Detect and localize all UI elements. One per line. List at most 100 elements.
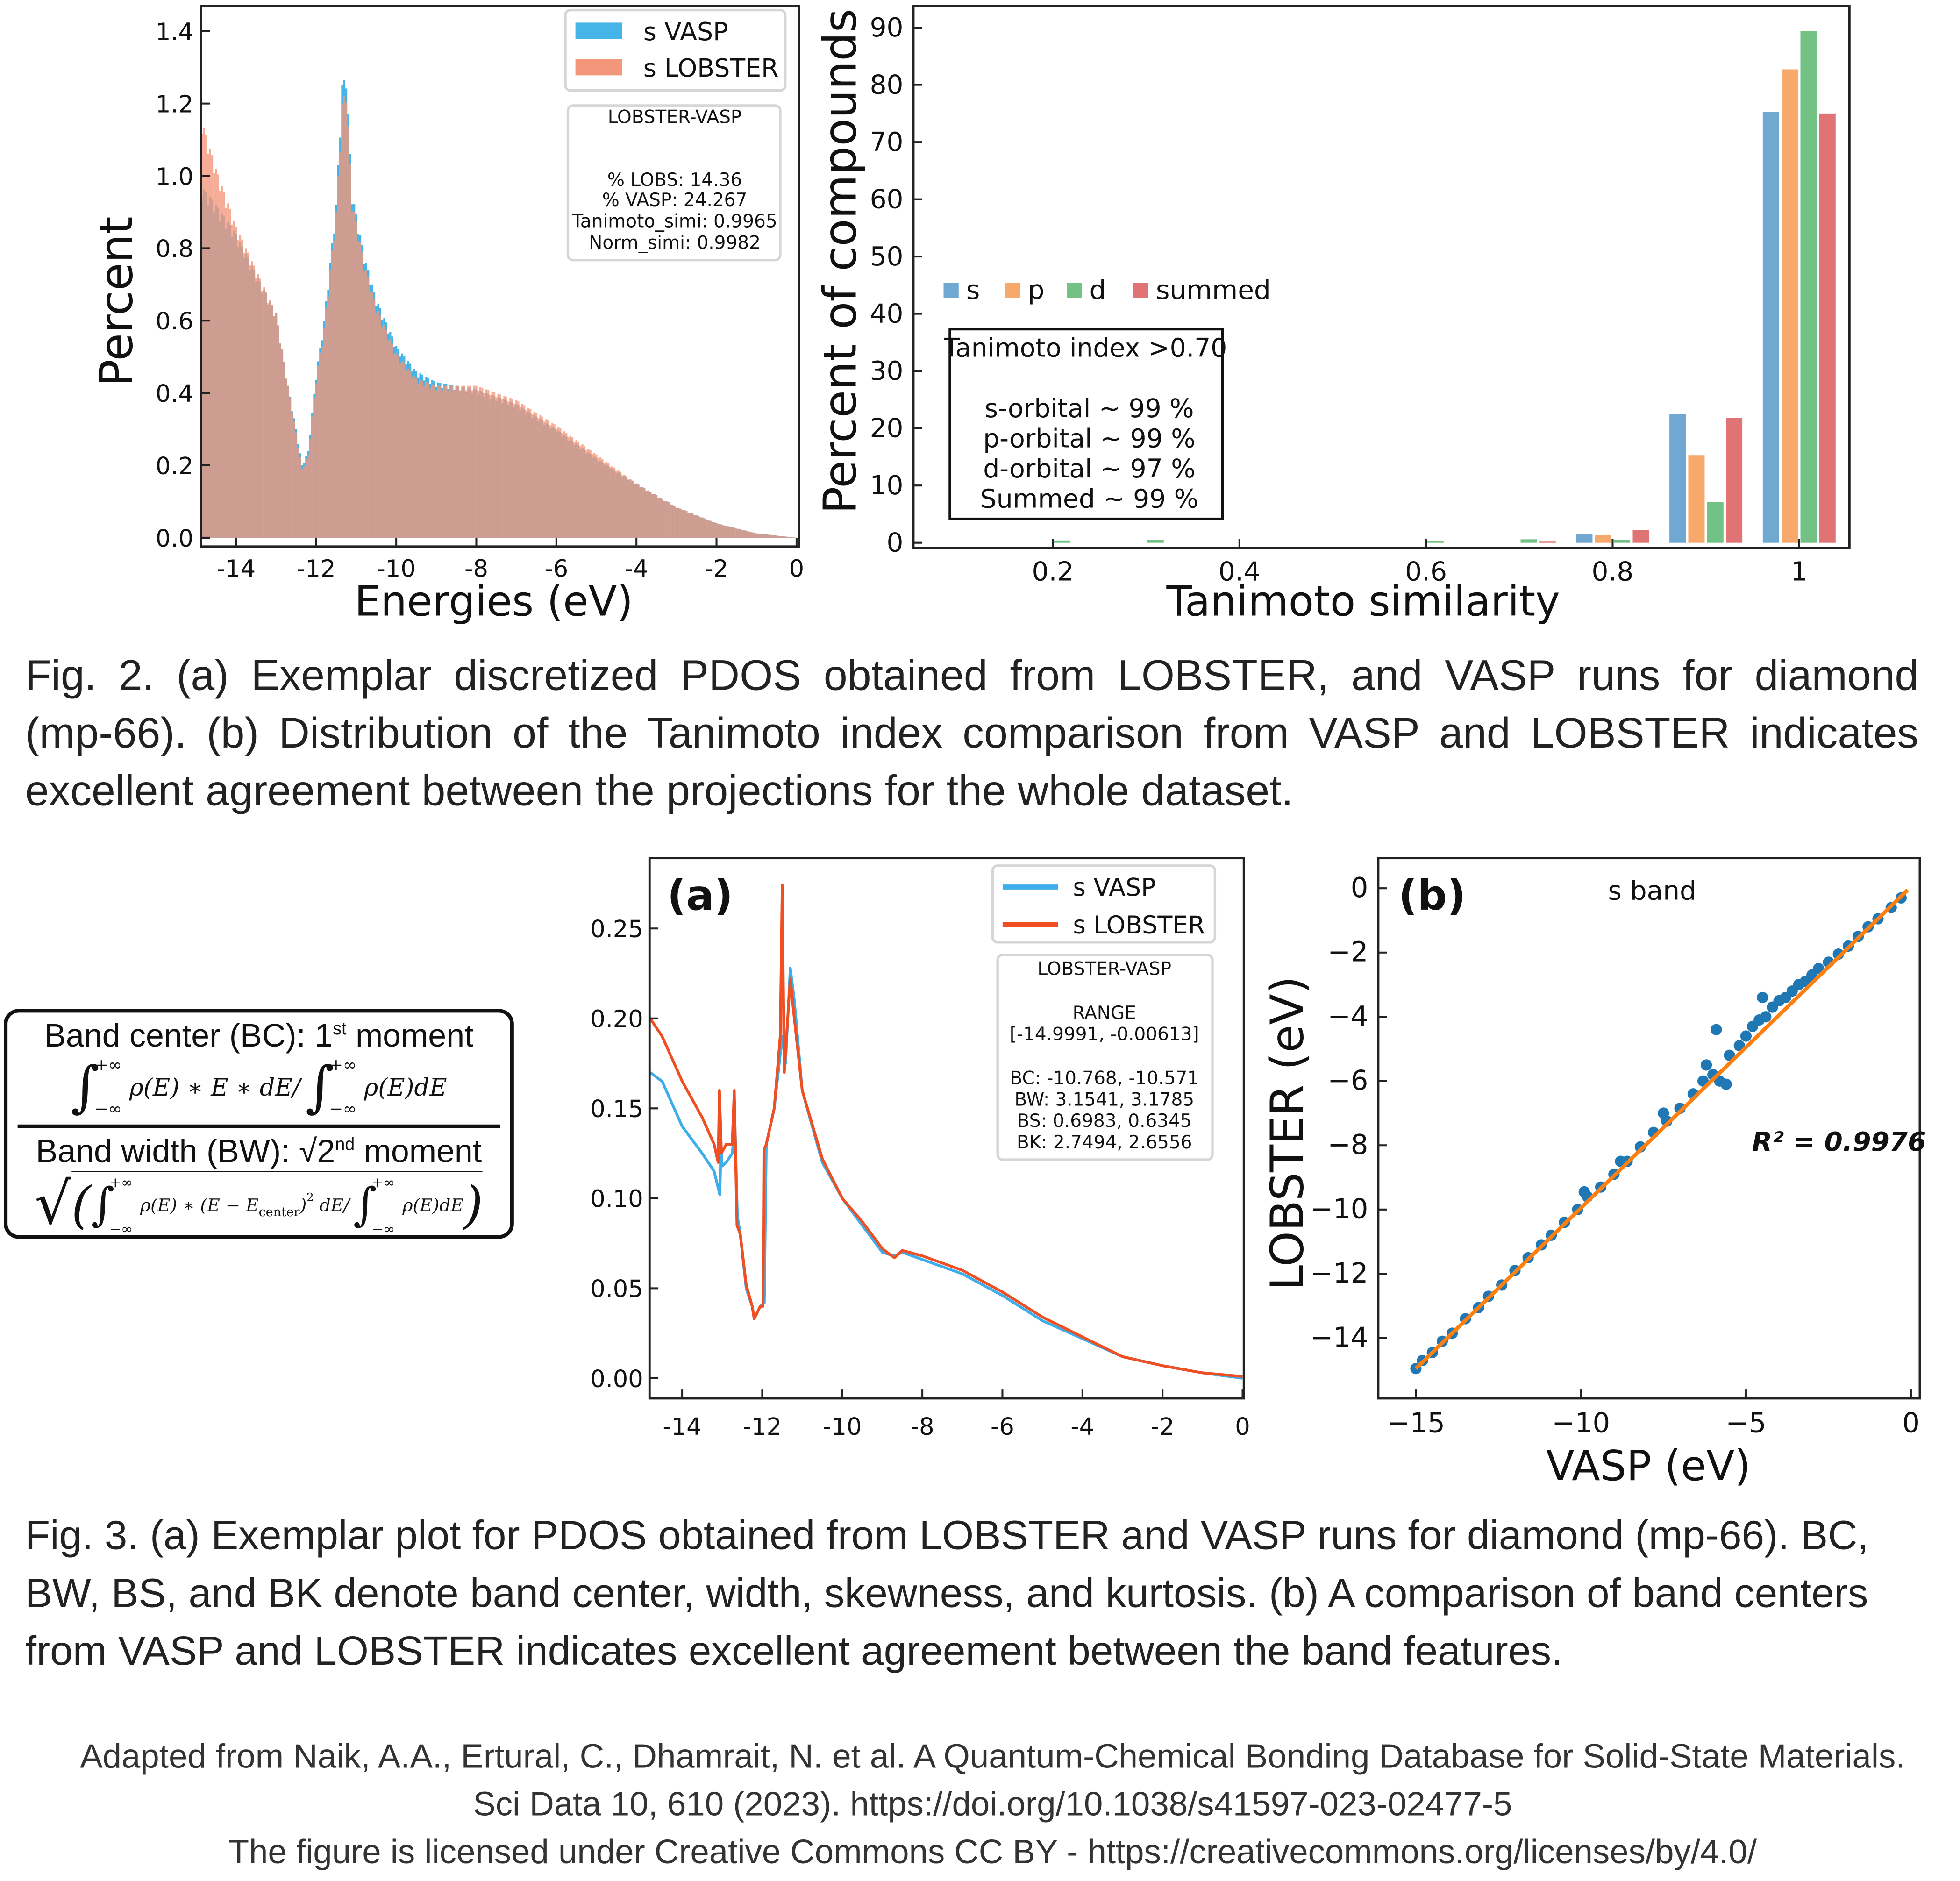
legend-label: s VASP <box>1073 873 1155 902</box>
bar-s-lobster <box>749 532 752 538</box>
bar-s-lobster <box>691 513 694 538</box>
bar-s-lobster <box>657 498 660 538</box>
bar-s-lobster <box>683 510 686 538</box>
fig3a-pdos-line-chart: -14 -12 -10 -8 -6 -4 -2 0 0.00 0.05 0.10 0.15 0.20 0.… <box>590 857 1250 1441</box>
bar-s-lobster <box>459 390 462 538</box>
bar-s-lobster <box>235 226 237 538</box>
bar-s-lobster <box>561 433 563 538</box>
bar-s-lobster <box>229 209 231 538</box>
bar-s-lobster <box>279 343 281 538</box>
bar-s-lobster <box>689 513 691 538</box>
figure-3-caption: Fig. 3. (a) Exemplar plot for PDOS obtai… <box>25 1506 1869 1680</box>
x-tick-label: -2 <box>1151 1413 1175 1441</box>
bar-s-lobster <box>649 492 652 538</box>
scatter-point <box>1720 1078 1732 1090</box>
bar-d <box>1520 539 1537 543</box>
bar-s-lobster <box>445 385 448 538</box>
bar-s-lobster <box>777 535 780 538</box>
bar-s-lobster <box>439 385 442 538</box>
bar-s-lobster <box>727 526 730 538</box>
bar-s-lobster <box>503 396 506 538</box>
bar-s-lobster <box>601 459 604 538</box>
bar-s-lobster <box>241 239 243 538</box>
x-tick-label: -2 <box>705 555 728 583</box>
bar-s-lobster <box>463 385 465 538</box>
bar-s-lobster <box>703 518 706 538</box>
bar-s-lobster <box>441 390 443 538</box>
y-tick-label: 40 <box>870 299 904 329</box>
stats-line: BC: -10.768, -10.571 <box>1010 1068 1199 1089</box>
x-tick-label: -10 <box>377 555 415 583</box>
bar-s-lobster <box>203 128 206 538</box>
bar-s-lobster <box>735 528 738 538</box>
summary-line: d-orbital ~ 97 % <box>983 454 1195 484</box>
bar-s-lobster <box>299 456 301 538</box>
bar-s-lobster <box>233 221 235 538</box>
y-tick-label: 60 <box>870 184 904 214</box>
bar-s-lobster <box>351 211 354 538</box>
bar-s-lobster <box>669 504 672 538</box>
scatter-point <box>1701 1059 1712 1071</box>
x-tick-label: 0.8 <box>1592 556 1634 587</box>
bar-s-lobster <box>751 532 754 538</box>
bar-s-lobster <box>437 385 440 538</box>
bar-s-lobster <box>729 527 732 538</box>
legend-label: s <box>966 275 980 306</box>
bar-s-lobster <box>671 505 674 538</box>
bar-s-lobster <box>347 126 349 538</box>
bar-s-lobster <box>353 211 356 538</box>
y-tick-label: 1.2 <box>156 91 193 118</box>
y-tick-label: 0.15 <box>590 1096 643 1123</box>
bar-s-lobster <box>755 533 758 538</box>
x-tick-label: 0 <box>1235 1413 1250 1441</box>
bar-s-lobster <box>517 401 520 538</box>
stats-range-label: RANGE <box>1073 1003 1136 1024</box>
figure-2-caption: Fig. 2. (a) Exemplar discretized PDOS ob… <box>25 647 1918 820</box>
bar-s-lobster <box>705 520 708 538</box>
legend-swatch-d <box>1067 283 1082 298</box>
bar-s-lobster <box>603 463 606 538</box>
bar-s-lobster <box>523 405 526 538</box>
stats-line: % VASP: 24.267 <box>602 190 747 211</box>
bar-s-lobster <box>231 224 234 538</box>
axes-frame <box>1377 857 1921 1400</box>
caption-line: from VASP and LOBSTER indicates excellen… <box>25 1628 1563 1674</box>
bar-s-lobster <box>359 242 362 538</box>
x-tick-label: 0 <box>1902 1407 1920 1439</box>
bar-s-lobster <box>785 536 788 538</box>
bar-s-lobster <box>371 292 373 538</box>
bar-s-lobster <box>639 487 641 538</box>
bar-s-lobster <box>411 378 413 538</box>
stats-textbox <box>566 104 782 262</box>
y-tick-label: 0.05 <box>590 1275 643 1303</box>
bar-s-lobster <box>567 437 570 538</box>
band-moment-formula-box: Band center (BC): 1st moment ∫ +∞ −∞ ρ(E) … <box>4 1009 514 1239</box>
bar-s-lobster <box>451 385 454 538</box>
bar-s-lobster <box>737 528 740 538</box>
bar-s-lobster <box>661 499 664 538</box>
x-tick-label: −10 <box>1552 1407 1610 1439</box>
x-tick-label: -14 <box>663 1413 701 1441</box>
stats-title: LOBSTER-VASP <box>1037 959 1171 980</box>
band-width-formula: √ ( ∫ +∞ −∞ ρ(E) ∗ (E − Ecenter)2 dE/ ∫ +∞ −… <box>34 1169 483 1238</box>
y-tick-label: 0.25 <box>590 916 643 943</box>
stats-line: BK: 2.7494, 2.6556 <box>1017 1132 1192 1153</box>
bar-s-lobster <box>585 450 588 538</box>
bar-s-lobster <box>699 517 702 538</box>
bar-s-lobster <box>209 148 211 538</box>
bar-s-lobster <box>243 252 245 538</box>
bar-s-lobster <box>391 343 393 538</box>
bar-s-lobster <box>269 300 271 538</box>
fig2b-tanimoto-bar-chart: 0.2 0.4 0.6 0.8 10102030405060708090Tanimoto… <box>813 5 1851 626</box>
bar-p <box>1688 455 1705 543</box>
bar-s-lobster <box>247 252 249 538</box>
scatter-point <box>1757 991 1768 1004</box>
bar-s-lobster <box>415 378 418 538</box>
bar-s-lobster <box>537 418 540 538</box>
bar-s-lobster <box>713 522 716 538</box>
bar-s-lobster <box>257 274 259 538</box>
bar-s-lobster <box>429 388 432 538</box>
bar-s-lobster <box>287 385 289 538</box>
bar-s-lobster <box>781 536 784 538</box>
